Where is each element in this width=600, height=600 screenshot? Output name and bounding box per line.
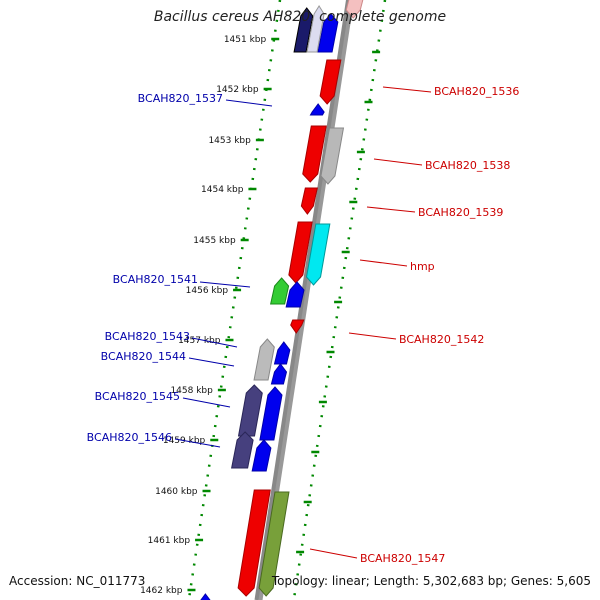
tick-label: 1455 kbp (193, 236, 236, 246)
gene-label: BCAH820_1538 (425, 159, 510, 172)
gene-bcah820-1539 (300, 187, 318, 215)
gene-hmp (288, 221, 313, 284)
gene-label: BCAH820_1544 (101, 350, 186, 363)
gene-bcah820-1547-b (258, 491, 290, 597)
gene-label: hmp (410, 260, 435, 273)
label-leader (382, 86, 432, 93)
gene-label: BCAH820_1539 (418, 206, 503, 219)
tick-label: 1456 kbp (186, 286, 229, 296)
gene-hmp-b (306, 223, 331, 286)
gene-bcah820-1537 (309, 103, 325, 116)
right-ruler (292, 0, 387, 600)
gene-bcah820-1544 (270, 363, 288, 385)
gene-label: BCAH820_1543 (105, 330, 190, 343)
gene-bcah820-1546 (231, 431, 254, 469)
label-leader (174, 438, 221, 448)
gene-bcah820-1547 (237, 489, 271, 597)
gene-bcah820-1545 (237, 384, 263, 437)
label-leader (348, 332, 397, 340)
gene-bcah820-1543-b (273, 341, 291, 365)
gene-bcah820-1541-b (285, 281, 305, 308)
label-leader (225, 99, 273, 107)
gene-forward (319, 59, 342, 105)
label-leader (309, 548, 358, 559)
gene-light (306, 5, 325, 53)
accession-text: Accession: NC_011773 (9, 574, 146, 588)
tick-label: 1461 kbp (148, 536, 191, 546)
gene-bcah820-1541 (270, 277, 290, 305)
gene-bottom (200, 593, 211, 600)
label-leader (373, 158, 423, 166)
tick-label: 1452 kbp (216, 85, 259, 95)
gene-label: BCAH820_1545 (95, 390, 180, 403)
gene-blue-top (317, 13, 339, 53)
gene-bcah820-1536 (345, 0, 364, 19)
label-leader (359, 259, 408, 267)
gene-label: BCAH820_1541 (113, 273, 198, 286)
gene-label: BCAH820_1546 (87, 431, 172, 444)
gene-label: BCAH820_1547 (360, 552, 445, 565)
tick-label: 1457 kbp (178, 336, 221, 346)
gene-label: BCAH820_1537 (138, 92, 223, 105)
label-leader (191, 337, 238, 348)
gene-bcah820-1545-b (259, 386, 283, 441)
gene-dark (293, 7, 314, 53)
label-leader (199, 281, 251, 288)
tick-label: 1453 kbp (208, 136, 251, 146)
gene-bcah820-1538-b (320, 127, 345, 185)
gene-bcah820-1543 (253, 338, 275, 381)
gene-label: BCAH820_1542 (399, 333, 484, 346)
tick-label: 1460 kbp (155, 487, 198, 497)
genome-summary: Topology: linear; Length: 5,302,683 bp; … (271, 574, 591, 588)
gene-bcah820-1542 (290, 319, 305, 334)
gene-label: BCAH820_1536 (434, 85, 519, 98)
gene-bcah820-1538 (302, 125, 327, 183)
left-ruler (187, 0, 282, 600)
label-leader (366, 206, 416, 213)
gene-bcah820-1546-b (251, 439, 272, 472)
label-leader (182, 397, 231, 408)
label-leader (188, 357, 235, 367)
tick-label: 1462 kbp (140, 586, 183, 596)
tick-label: 1454 kbp (201, 185, 244, 195)
tick-label: 1451 kbp (224, 35, 267, 45)
tick-label: 1458 kbp (170, 386, 213, 396)
genome-title: Bacillus cereus AH820, complete genome (153, 9, 447, 25)
